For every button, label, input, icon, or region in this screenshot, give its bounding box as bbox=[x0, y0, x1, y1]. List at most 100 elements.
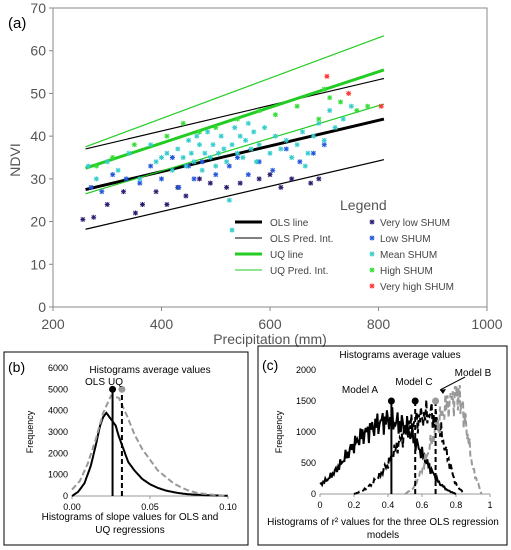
panel-a-scatter: 0 10 20 30 40 50 60 70 200 400 600 800 1000 Precipita… bbox=[7, 0, 503, 347]
data-point bbox=[153, 159, 159, 165]
histogram-series bbox=[319, 407, 457, 495]
data-point bbox=[196, 129, 202, 135]
annotation-label: UQ bbox=[108, 377, 123, 388]
data-point bbox=[305, 150, 311, 156]
data-point bbox=[237, 133, 243, 139]
data-point bbox=[224, 159, 230, 165]
data-point bbox=[180, 155, 186, 160]
regression-line bbox=[85, 77, 385, 150]
x-tick-label: 0 bbox=[317, 500, 322, 510]
data-point bbox=[224, 184, 230, 190]
panel-label: (b) bbox=[8, 359, 25, 375]
panel-c-histogram: (c) Histograms average values 0 500 1000 1500… bbox=[262, 350, 499, 541]
x-tick-label: 0.00 bbox=[63, 502, 81, 512]
data-point bbox=[205, 129, 211, 135]
data-point bbox=[213, 163, 219, 169]
data-point bbox=[80, 216, 86, 222]
data-point bbox=[191, 159, 197, 165]
panel-title: Histograms average values bbox=[89, 365, 210, 376]
data-point bbox=[226, 197, 232, 203]
data-point bbox=[302, 163, 308, 169]
regression-line bbox=[85, 159, 385, 230]
data-point bbox=[169, 155, 175, 160]
panel-title: Histograms average values bbox=[339, 350, 460, 361]
data-point bbox=[121, 189, 127, 195]
legend-point-swatch bbox=[369, 267, 375, 273]
legend-point-label: High SHUM bbox=[380, 266, 433, 277]
y-tick-label: 5000 bbox=[48, 384, 68, 394]
x-tick-label: 0.2 bbox=[348, 500, 361, 510]
average-marker bbox=[411, 397, 419, 405]
y-tick-label: 0 bbox=[63, 491, 68, 501]
y-tick-label: 60 bbox=[30, 43, 46, 59]
data-point bbox=[104, 201, 110, 207]
annotation-label: Model C bbox=[395, 377, 432, 388]
x-axis-label: Precipitation (mm) bbox=[213, 331, 327, 347]
data-point bbox=[159, 176, 164, 182]
data-point bbox=[234, 150, 240, 156]
data-point bbox=[327, 95, 333, 101]
data-point bbox=[229, 227, 235, 233]
panel-b-border bbox=[3, 351, 249, 546]
legend-point-swatch bbox=[369, 251, 375, 257]
data-point bbox=[110, 172, 116, 178]
data-point bbox=[256, 142, 262, 148]
histogram-series bbox=[353, 399, 466, 495]
data-point bbox=[310, 150, 316, 156]
y-tick-label: 2000 bbox=[296, 365, 316, 375]
x-tick-label: 0.6 bbox=[416, 500, 429, 510]
data-point bbox=[115, 167, 121, 173]
x-tick-label: 800 bbox=[367, 316, 391, 332]
x-tick-label: 400 bbox=[150, 316, 174, 332]
data-point bbox=[186, 137, 192, 143]
data-point bbox=[240, 155, 246, 160]
y-tick-label: 40 bbox=[30, 128, 46, 144]
data-point bbox=[316, 120, 322, 126]
data-point bbox=[159, 155, 164, 160]
legend-title: Legend bbox=[340, 197, 387, 213]
data-point bbox=[308, 180, 314, 186]
x-tick-label: 200 bbox=[41, 316, 65, 332]
legend-line-label: OLS line bbox=[270, 218, 309, 229]
data-point bbox=[316, 116, 322, 122]
data-point bbox=[99, 189, 105, 195]
panel-b-histogram: (b) Histograms average values 0 1000 2000 300… bbox=[8, 359, 237, 536]
data-point bbox=[210, 142, 216, 148]
data-point bbox=[148, 163, 154, 169]
x-tick-label: 1 bbox=[487, 500, 492, 510]
data-point bbox=[256, 176, 262, 182]
data-point bbox=[354, 108, 360, 114]
data-point bbox=[332, 125, 338, 131]
data-point bbox=[194, 133, 200, 139]
data-point bbox=[207, 155, 213, 160]
y-tick-label: 20 bbox=[30, 214, 46, 230]
regression-line bbox=[85, 103, 385, 195]
data-point bbox=[365, 103, 371, 109]
data-point bbox=[248, 146, 254, 152]
data-point bbox=[123, 176, 129, 182]
data-point bbox=[327, 108, 333, 114]
average-marker bbox=[109, 385, 117, 393]
legend-point-label: Very high SHUM bbox=[380, 282, 454, 293]
data-point bbox=[289, 176, 295, 182]
y-axis-label: Frequency bbox=[25, 410, 35, 453]
data-point bbox=[196, 142, 202, 148]
data-point bbox=[297, 159, 303, 165]
data-point bbox=[267, 150, 273, 156]
data-point bbox=[110, 155, 116, 160]
histogram-series bbox=[71, 394, 229, 497]
legend-line-label: UQ Pred. Int. bbox=[270, 266, 328, 277]
data-point bbox=[183, 193, 189, 199]
data-point bbox=[176, 184, 182, 190]
data-point bbox=[213, 172, 219, 178]
histogram-series bbox=[404, 384, 483, 495]
data-point bbox=[180, 120, 186, 126]
panel-label: (c) bbox=[262, 357, 278, 373]
data-point bbox=[191, 176, 197, 182]
data-point bbox=[221, 146, 227, 152]
data-point bbox=[164, 133, 170, 139]
data-point bbox=[140, 201, 146, 207]
panel-a-label: (a) bbox=[8, 15, 26, 32]
annotation-label: OLS bbox=[85, 377, 105, 388]
data-point bbox=[175, 146, 181, 152]
